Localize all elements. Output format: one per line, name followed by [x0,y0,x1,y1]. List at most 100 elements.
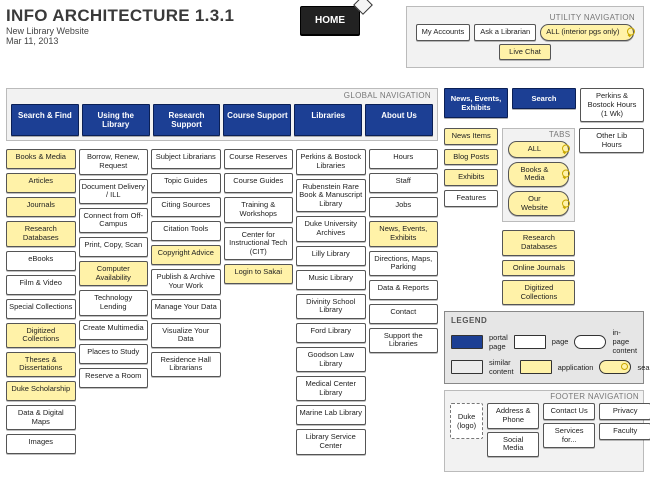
node-searchFind-1: Articles [6,173,76,193]
node-libraries-8: Medical Center Library [296,376,366,401]
node-research-2: Citing Sources [151,197,221,217]
node-libraries-9: Marine Lab Library [296,405,366,425]
global-header-0: Search & Find [11,104,79,136]
legend-sim-sw [451,360,483,374]
legend-app: application [558,363,594,372]
node-libraries-1: Rubenstein Rare Book & Manuscript Librar… [296,179,366,213]
legend-portal: portal page [489,333,508,351]
tabs-title: TABS [549,130,571,139]
extra-2: Digitized Collections [502,280,575,305]
legend-inpage: in-page content [612,328,637,355]
node-searchFind-2: Journals [6,197,76,217]
node-research-7: Visualize Your Data [151,323,221,348]
node-about-7: Support the Libraries [369,328,439,353]
tabs-column: ALL Books & Media Our Website [508,141,569,216]
node-searchFind-7: Digitized Collections [6,323,76,348]
footer-col-1: Address & PhoneSocial Media [487,403,539,457]
node-searchFind-6: Special Collections [6,299,76,319]
node-research-8: Residence Hall Librarians [151,352,221,377]
footer-col-2: Contact UsServices for... [543,403,595,448]
node-about-0: Hours [369,149,439,169]
node-usingLib-2: Connect from Off-Campus [79,208,149,233]
global-header-5: About Us [365,104,433,136]
tabs-panel: TABS ALL Books & Media Our Website [502,128,575,222]
magnifier-icon [622,28,631,37]
global-header-4: Libraries [294,104,362,136]
node-searchFind-10: Data & Digital Maps [6,405,76,430]
news-item-0: News Items [444,128,498,145]
node-research-3: Citation Tools [151,221,221,241]
node-usingLib-3: Print, Copy, Scan [79,237,149,257]
other-hours: Other Lib Hours [579,128,644,153]
col-about: HoursStaffJobsNews, Events, ExhibitsDire… [369,149,439,353]
col-research: Subject Librarians Topic Guides Citing Sou… [151,149,221,377]
tab-label-2: Our Website [521,194,548,212]
legend-portal-sw [451,335,483,349]
node-research-1: Topic Guides [151,173,221,193]
legend-page: page [552,337,569,346]
col-libraries: Perkins & Bostock LibrariesRubenstein Ra… [296,149,366,454]
global-header-3: Course Support [223,104,291,136]
legend-sim: similar content [489,358,514,376]
legend-app-sw [520,360,552,374]
magnifier-icon [557,170,566,179]
legend-inpage-sw [574,335,606,349]
legend-search: search [637,363,650,372]
node-libraries-6: Ford Library [296,323,366,343]
legend-panel: LEGEND portal page page in-page content … [444,311,644,384]
global-headers: Search & FindUsing the LibraryResearch S… [11,104,433,136]
tab-1: Books & Media [508,162,569,187]
right-stack: News, Events, Exhibits Search Perkins & … [444,68,644,471]
footer-col2-0: Contact Us [543,403,595,420]
node-about-5: Data & Reports [369,280,439,300]
utility-title: UTILITY NAVIGATION [415,13,635,22]
footer-title: FOOTER NAVIGATION [550,392,639,401]
node-research-4: Copyright Advice [151,245,221,265]
node-usingLib-7: Places to Study [79,344,149,364]
node-searchFind-11: Images [6,434,76,454]
node-libraries-2: Duke University Archives [296,216,366,241]
footer-nav-panel: FOOTER NAVIGATION Duke (logo) Address & … [444,390,644,471]
node-research-5: Publish & Archive Your Work [151,269,221,294]
global-header-1: Using the Library [82,104,150,136]
global-header-2: Research Support [153,104,221,136]
duke-logo: Duke (logo) [450,403,483,439]
header: INFO ARCHITECTURE 1.3.1 New Library Webs… [6,6,644,68]
node-libraries-3: Lilly Library [296,246,366,266]
news-item-2: Exhibits [444,169,498,186]
node-research-6: Manage Your Data [151,299,221,319]
home-node: HOME [300,6,360,35]
node-usingLib-0: Borrow, Renew, Request [79,149,149,174]
util-my-accounts: My Accounts [416,24,471,41]
main-columns: Books & MediaArticlesJournalsResearch Da… [6,149,438,454]
utility-nav-panel: UTILITY NAVIGATION My Accounts Ask a Lib… [406,6,644,68]
node-research-0: Subject Librarians [151,149,221,169]
footer-col1-0: Address & Phone [487,403,539,428]
util-all-label: ALL (interior pgs only) [546,27,619,36]
title-block: INFO ARCHITECTURE 1.3.1 New Library Webs… [6,6,294,46]
util-all-search: ALL (interior pgs only) [540,24,634,41]
tab-label-0: ALL [528,144,541,153]
node-about-1: Staff [369,173,439,193]
node-searchFind-3: Research Databases [6,221,76,246]
tab-label-1: Books & Media [520,165,548,183]
col-searchFind: Books & MediaArticlesJournalsResearch Da… [6,149,76,454]
tab-0: ALL [508,141,569,158]
node-usingLib-4: Computer Availability [79,261,149,286]
news-column: News ItemsBlog PostsExhibitsFeatures [444,128,498,207]
node-libraries-5: Divinity School Library [296,294,366,319]
node-about-4: Directions, Maps, Parking [369,251,439,276]
magnifier-icon [557,199,566,208]
extras-column: Research DatabasesOnline JournalsDigitiz… [502,230,575,305]
global-nav-panel: GLOBAL NAVIGATION Search & FindUsing the… [6,88,438,141]
subtitle-2: Mar 11, 2013 [6,36,294,46]
node-about-6: Contact [369,304,439,324]
subtitle-1: New Library Website [6,26,294,36]
legend-title: LEGEND [451,316,637,325]
news-item-1: Blog Posts [444,149,498,166]
extra-0: Research Databases [502,230,575,255]
node-libraries-10: Library Service Center [296,429,366,454]
node-about-2: Jobs [369,197,439,217]
col-course: Course ReservesCourse GuidesTraining & W… [224,149,294,284]
node-usingLib-6: Create Multimedia [79,320,149,340]
